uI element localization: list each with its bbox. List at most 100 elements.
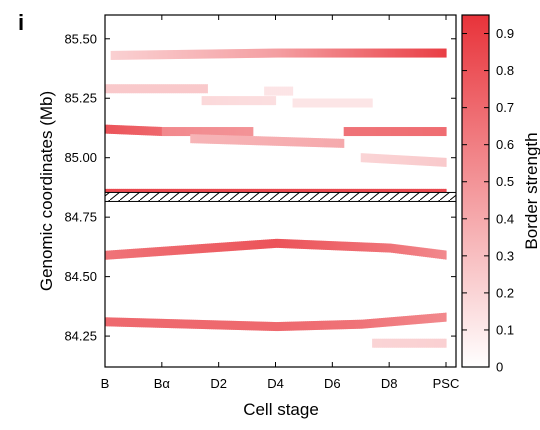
band-segment [391, 317, 394, 327]
band-segment [165, 84, 168, 94]
band-segment [216, 134, 219, 144]
band-segment [217, 127, 221, 137]
band-segment [431, 248, 434, 258]
band-segment [325, 320, 328, 330]
band-segment [225, 320, 228, 330]
band-segment [137, 248, 140, 258]
band-segment [233, 241, 236, 251]
band-segment [348, 48, 352, 58]
band-segment [207, 127, 211, 137]
band-segment [237, 96, 241, 106]
band-segment [321, 240, 324, 250]
border-band [292, 98, 373, 108]
band-segment [158, 50, 162, 60]
band-segment [169, 319, 172, 329]
band-segment [397, 244, 400, 254]
band-segment [365, 127, 369, 137]
band-segment [445, 250, 447, 260]
band-segment [207, 96, 211, 106]
colorbar-tick-label: 0.6 [496, 137, 514, 152]
band-segment [317, 320, 320, 330]
band-segment [194, 134, 197, 144]
band-segment [192, 49, 196, 59]
band-segment [241, 321, 244, 331]
band-segment [201, 319, 204, 329]
band-segment [109, 124, 112, 134]
x-tick-label: D2 [210, 376, 227, 391]
band-segment [376, 338, 379, 348]
band-segment [203, 96, 207, 106]
band-segment [389, 243, 392, 253]
band-segment [292, 48, 296, 58]
band-segment [291, 321, 294, 331]
band-segment [218, 135, 221, 145]
band-segment [378, 48, 382, 58]
band-segment [392, 338, 395, 348]
band-segment [174, 50, 178, 60]
band-segment [311, 321, 314, 331]
band-segment [123, 317, 126, 327]
band-segment [260, 136, 263, 146]
band-segment [239, 321, 242, 331]
band-segment [244, 49, 248, 58]
band-segment [256, 136, 259, 146]
band-segment [394, 48, 398, 58]
band-segment [225, 127, 229, 137]
band-segment [399, 127, 403, 137]
colorbar-tick-label: 0 [496, 360, 503, 375]
band-segment [151, 318, 154, 328]
band-segment [242, 49, 246, 59]
band-segment [161, 246, 164, 256]
band-segment [424, 48, 428, 58]
band-segment [354, 48, 358, 58]
band-segment [208, 134, 211, 144]
band-segment [388, 48, 392, 58]
band-segment [384, 338, 387, 348]
band-segment [143, 84, 146, 94]
band-segment [414, 156, 418, 166]
band-segment [221, 127, 225, 137]
band-segment [314, 138, 317, 148]
band-segment [226, 135, 229, 145]
band-segment [401, 316, 404, 326]
band-segment [105, 317, 108, 327]
band-segment [171, 127, 175, 137]
band-segment [387, 243, 390, 253]
band-segment [113, 125, 116, 134]
band-segment [245, 127, 249, 137]
band-segment [342, 98, 346, 108]
band-segment [395, 244, 398, 254]
band-segment [367, 319, 370, 329]
band-segment [107, 84, 110, 94]
band-segment [253, 240, 256, 250]
band-segment [340, 98, 344, 108]
band-segment [323, 240, 326, 250]
band-segment [406, 48, 410, 58]
band-segment [337, 241, 340, 251]
band-segment [249, 240, 252, 250]
band-segment [221, 96, 225, 106]
band-segment [280, 86, 283, 96]
band-segment [284, 48, 288, 58]
band-segment [436, 338, 439, 348]
band-segment [378, 338, 381, 348]
band-segment [296, 48, 300, 58]
band-segment [209, 127, 213, 137]
band-segment [320, 48, 324, 58]
band-segment [373, 127, 377, 137]
band-segment [257, 321, 260, 331]
band-segment [429, 248, 432, 258]
band-segment [418, 156, 422, 166]
band-segment [159, 126, 162, 136]
band-segment [245, 240, 248, 250]
band-segment [361, 127, 365, 137]
band-segment [269, 321, 272, 331]
band-segment [243, 241, 246, 251]
band-segment [193, 84, 196, 94]
band-segment [371, 127, 375, 137]
band-segment [294, 48, 298, 58]
band-segment [357, 319, 360, 329]
band-segment [240, 135, 243, 145]
band-segment [179, 84, 182, 94]
band-segment [295, 239, 298, 249]
